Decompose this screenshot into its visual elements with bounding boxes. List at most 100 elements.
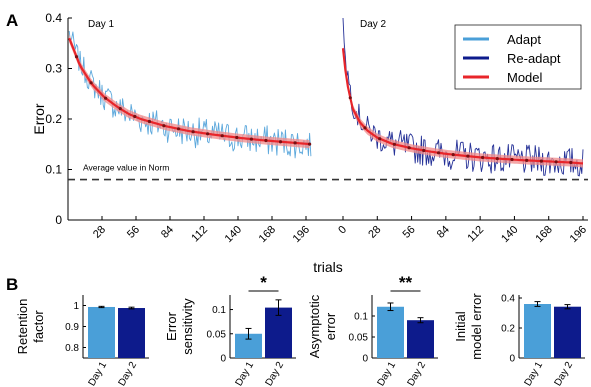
series-line-model: [341, 48, 584, 165]
model-point: [133, 114, 137, 119]
model-point: [235, 135, 239, 140]
x-tick-label: 56: [401, 224, 418, 241]
bar-y-tick-label: 0.1: [212, 305, 226, 316]
model-point: [206, 132, 210, 136]
model-point: [539, 159, 544, 163]
bar-y-label: factor: [31, 310, 46, 343]
bar-day-1: [88, 306, 115, 358]
bar-y-tick-label: 1: [73, 301, 79, 312]
x-tick-label: 196: [568, 224, 589, 245]
x-tick-label: 84: [435, 224, 452, 241]
model-point: [569, 160, 573, 165]
legend-label: Re-adapt: [507, 51, 561, 66]
x-tick-label: 28: [366, 224, 383, 241]
model-point: [104, 96, 108, 100]
bar-y-tick-label: 0: [509, 354, 515, 365]
bar-day-2: [407, 320, 434, 358]
bar-category-label: Day 2: [117, 360, 140, 387]
model-point: [466, 154, 470, 158]
bar-y-label: error: [323, 312, 338, 340]
bar-y-label: model error: [469, 293, 484, 360]
bar-y-tick-label: 0: [220, 354, 226, 365]
model-point: [308, 142, 312, 146]
bar-y-tick-label: 0.9: [65, 322, 79, 333]
model-point: [162, 124, 166, 128]
bar-day-1: [524, 304, 551, 358]
bar-y-tick-label: 0.05: [349, 333, 369, 344]
model-point: [363, 126, 367, 130]
model-point: [264, 138, 268, 143]
model-point: [74, 55, 79, 59]
bar-day-2: [265, 307, 292, 358]
model-point: [118, 107, 122, 111]
y-tick-label: 0.3: [45, 62, 62, 76]
parameter-bar-charts: 0.8 0.9 1 Retention factor Day 1 Day 2 0 0.05 0.1…: [15, 273, 585, 387]
model-point: [293, 141, 297, 145]
model-point: [407, 146, 411, 150]
model-point: [249, 137, 253, 141]
error-curve-chart: 0 0.1 0.2 0.3 0.4 Error trials 28 56 84 112 140 168 1…: [31, 11, 589, 275]
bar-y-tick-label: 0.05: [207, 329, 227, 340]
model-point: [89, 81, 93, 85]
model-point: [378, 137, 382, 141]
significance-marker: *: [260, 273, 267, 292]
model-point: [436, 151, 441, 155]
model-point: [191, 130, 195, 134]
y-tick-label: 0: [55, 213, 62, 227]
model-point: [554, 160, 558, 164]
bar-category-label: Day 2: [264, 360, 287, 387]
day-label: Day 2: [360, 19, 387, 30]
y-tick-label: 0.4: [45, 11, 62, 25]
x-axis-label: trials: [313, 259, 343, 275]
x-tick-label: 0: [336, 224, 349, 237]
bar-y-label: Asymptotic: [307, 294, 322, 358]
panel-label-b: B: [6, 275, 18, 294]
y-tick-label: 0.2: [45, 112, 62, 126]
bar-category-label: Day 1: [376, 360, 399, 387]
series-line-adapt: [68, 30, 312, 159]
model-point: [176, 127, 181, 131]
y-tick-label: 0.1: [45, 163, 62, 177]
bar-y-label: Initial: [453, 311, 468, 341]
series-line-model: [68, 37, 310, 146]
x-tick-label: 140: [223, 224, 244, 245]
model-point: [525, 158, 529, 162]
x-tick-label: 84: [159, 224, 176, 241]
model-point: [220, 134, 224, 138]
significance-marker: **: [399, 273, 413, 292]
model-point: [510, 157, 514, 162]
x-tick-label: 168: [257, 224, 278, 245]
bar-y-tick-label: 0: [362, 354, 368, 365]
model-point: [392, 142, 396, 146]
day-label: Day 1: [88, 19, 115, 30]
bar-category-label: Day 1: [87, 360, 110, 387]
x-tick-label: 112: [465, 224, 486, 245]
bar-y-label: Retention: [15, 299, 30, 355]
model-point: [481, 155, 485, 160]
bar-y-tick-label: 0.2: [501, 324, 515, 335]
bar-category-label: Day 2: [406, 360, 429, 387]
x-tick-label: 168: [533, 224, 554, 245]
bar-day-2: [118, 308, 145, 358]
bar-day-1: [377, 306, 404, 358]
legend-label: Adapt: [507, 32, 541, 47]
model-point: [451, 153, 455, 157]
bar-category-label: Day 1: [523, 360, 546, 387]
model-point: [495, 157, 499, 161]
legend-label: Model: [507, 70, 543, 85]
y-axis-label: Error: [31, 103, 47, 134]
model-point: [422, 148, 426, 153]
bar-category-label: Day 2: [553, 360, 576, 387]
bar-category-label: Day 1: [234, 360, 257, 387]
x-tick-label: 28: [91, 224, 108, 241]
model-point: [278, 140, 283, 144]
model-point: [348, 96, 352, 100]
bar-y-label: sensitivity: [180, 298, 195, 355]
bar-day-2: [554, 306, 581, 358]
x-tick-label: 140: [499, 224, 520, 245]
x-tick-label: 196: [291, 224, 312, 245]
x-tick-label: 112: [189, 224, 210, 245]
bar-y-tick-label: 0.4: [501, 294, 515, 305]
panel-label-a: A: [6, 11, 18, 30]
